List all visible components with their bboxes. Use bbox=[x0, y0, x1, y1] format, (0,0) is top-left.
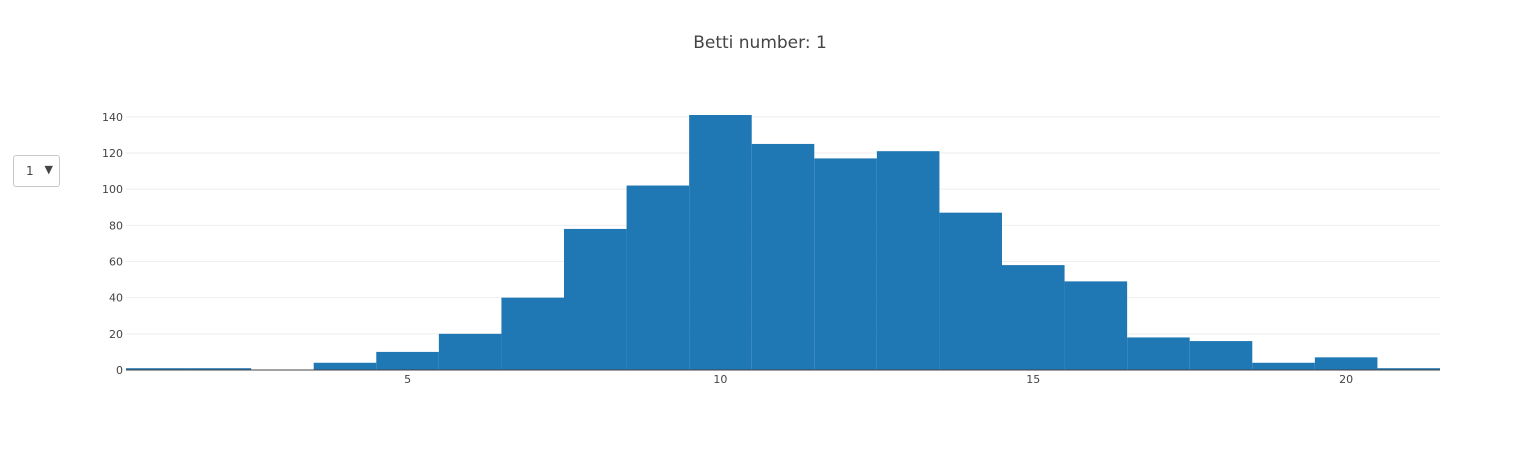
histogram-bar[interactable] bbox=[1002, 265, 1065, 370]
histogram-bar[interactable] bbox=[626, 185, 690, 370]
histogram-bar[interactable] bbox=[438, 333, 502, 370]
histogram-bar[interactable] bbox=[126, 368, 189, 370]
dropdown-selected-value: 1 bbox=[26, 164, 34, 178]
histogram-bar[interactable] bbox=[564, 228, 627, 370]
histogram-bar[interactable] bbox=[689, 115, 752, 370]
histogram-bar[interactable] bbox=[1252, 362, 1315, 370]
histogram-bar[interactable] bbox=[876, 151, 940, 370]
histogram-bar[interactable] bbox=[751, 143, 815, 370]
axes: 0 20 40 60 80 100 120 140 5 10 15 20 bbox=[102, 111, 1440, 386]
histogram-bar[interactable] bbox=[188, 368, 252, 370]
y-tick-label: 100 bbox=[102, 183, 123, 196]
x-tick-label: 15 bbox=[1026, 373, 1040, 386]
histogram-bar[interactable] bbox=[1377, 368, 1440, 370]
histogram-bar[interactable] bbox=[814, 158, 877, 370]
histogram-bar[interactable] bbox=[1064, 281, 1128, 370]
histogram-bar[interactable] bbox=[501, 297, 564, 370]
histogram-bar[interactable] bbox=[1127, 337, 1190, 370]
histogram-bar[interactable] bbox=[1314, 357, 1378, 370]
y-tick-label: 40 bbox=[109, 292, 123, 305]
y-tick-label: 60 bbox=[109, 255, 123, 268]
betti-number-dropdown[interactable]: 1 ▼ bbox=[13, 155, 60, 187]
y-tick-label: 140 bbox=[102, 111, 123, 124]
bars bbox=[126, 115, 1440, 370]
y-tick-label: 80 bbox=[109, 219, 123, 232]
y-tick-label: 120 bbox=[102, 147, 123, 160]
x-tick-label: 10 bbox=[713, 373, 727, 386]
y-tick-label: 20 bbox=[109, 328, 123, 341]
histogram-bar[interactable] bbox=[1189, 341, 1253, 370]
x-tick-label: 5 bbox=[404, 373, 411, 386]
triangle-down-icon[interactable]: ▼ bbox=[44, 163, 53, 176]
histogram-bar[interactable] bbox=[939, 212, 1002, 370]
chart-title: Betti number: 1 bbox=[693, 33, 827, 53]
x-tick-label: 20 bbox=[1339, 373, 1353, 386]
histogram-bar[interactable] bbox=[313, 362, 377, 370]
histogram-bar[interactable] bbox=[376, 351, 439, 370]
y-tick-label: 0 bbox=[116, 364, 123, 377]
